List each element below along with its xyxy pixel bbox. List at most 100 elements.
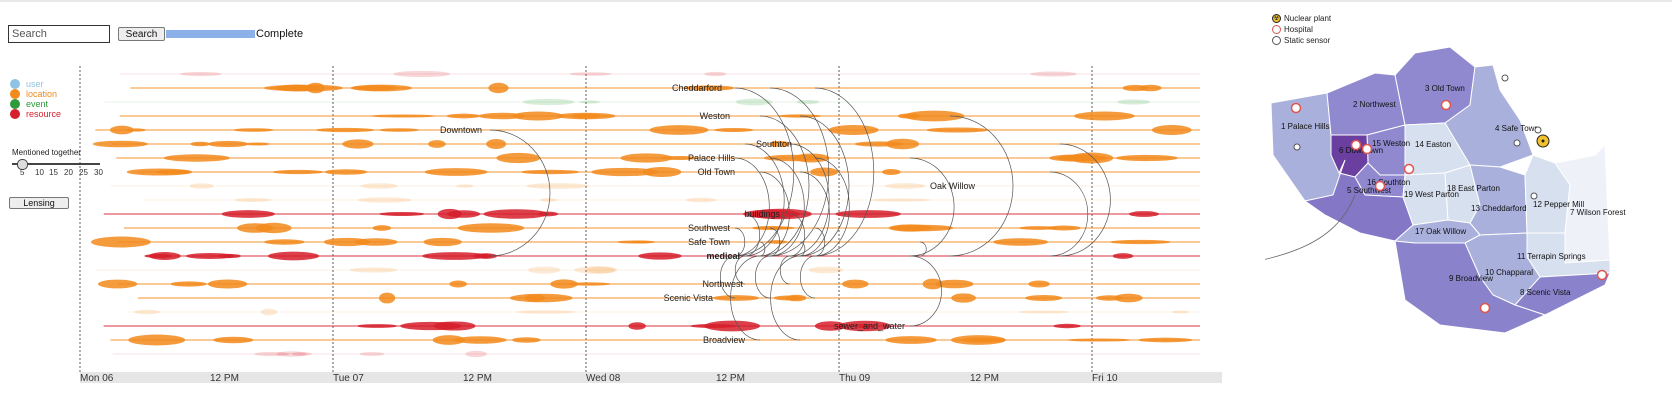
slider-tick: 30 — [94, 168, 103, 177]
timeline-lane[interactable] — [144, 197, 1200, 203]
co-mention-arc — [759, 115, 810, 257]
map-region-safe-town[interactable] — [1444, 64, 1534, 168]
hospital-icon[interactable] — [1440, 99, 1452, 111]
hospital-icon[interactable] — [1374, 180, 1386, 192]
lane-burst — [254, 351, 290, 357]
timeline-lane[interactable] — [91, 236, 1200, 248]
timeline-lane[interactable] — [112, 350, 1200, 358]
timeline-lane[interactable] — [144, 251, 1200, 261]
lane-label[interactable]: sewer_and_water — [834, 321, 905, 331]
mentioned-together-slider-track[interactable] — [12, 163, 100, 165]
city-map[interactable]: 1 Palace Hills 2 Northwest 3 Old Town 4 … — [1265, 45, 1665, 355]
timeline-lane[interactable] — [92, 138, 1200, 150]
sensor-icon[interactable] — [1501, 74, 1509, 82]
lane-label[interactable]: Southwest — [688, 223, 731, 233]
timeline-lane[interactable] — [104, 98, 1200, 106]
timeline-lane[interactable] — [119, 70, 1200, 78]
search-input[interactable] — [8, 25, 110, 43]
sensor-icon[interactable] — [1534, 126, 1542, 134]
hospital-icon[interactable] — [1403, 163, 1415, 175]
mentioned-together-slider-handle[interactable] — [17, 159, 28, 170]
lane-label[interactable]: Oak Willow — [930, 181, 976, 191]
lane-burst — [628, 322, 646, 330]
lane-burst — [526, 183, 589, 189]
lane-label[interactable]: Scenic Vista — [664, 293, 713, 303]
lensing-button[interactable]: Lensing — [9, 197, 69, 209]
map-region-broadview[interactable] — [1394, 240, 1547, 334]
lane-label[interactable]: Cheddarford — [672, 83, 722, 93]
sensor-icon[interactable] — [1293, 143, 1301, 151]
lane-label[interactable]: buildings — [744, 209, 780, 219]
timeline-lane[interactable] — [116, 152, 1200, 164]
co-mention-arc — [814, 87, 875, 257]
lane-label[interactable]: medical — [706, 251, 740, 261]
co-mention-arc — [814, 227, 826, 257]
map-region-southwest[interactable] — [1303, 159, 1414, 242]
nuclear-icon[interactable] — [1536, 134, 1550, 148]
lane-label[interactable]: Downtown — [440, 125, 482, 135]
legend-item-user[interactable]: user — [10, 79, 61, 89]
hospital-icon — [1272, 25, 1281, 34]
lane-burst — [475, 253, 498, 259]
hospital-icon[interactable] — [1361, 143, 1373, 155]
legend-item-location[interactable]: location — [10, 89, 61, 99]
lane-burst — [769, 140, 790, 148]
timeline-lane[interactable] — [103, 320, 1200, 332]
timeline-lane[interactable] — [103, 208, 1200, 220]
slider-tick: 25 — [79, 168, 88, 177]
lane-burst — [1046, 225, 1081, 231]
map-legend-label: Nuclear plant — [1284, 14, 1332, 23]
timeline-lane[interactable] — [130, 82, 1200, 94]
map-region-cheddarford[interactable] — [1469, 164, 1528, 236]
lane-burst — [342, 139, 374, 149]
timeline-lane[interactable] — [97, 278, 1200, 290]
timeline-lane[interactable] — [96, 266, 1200, 274]
lane-label[interactable]: Old Town — [698, 167, 735, 177]
timeline-lane[interactable] — [126, 166, 1200, 178]
map-region-label: 5 Southwest — [1347, 186, 1392, 195]
axis-tick-label: 12 PM — [716, 373, 745, 384]
timeline-lane[interactable] — [110, 334, 1200, 346]
timeline-lane[interactable] — [110, 183, 1200, 189]
timeline-lane[interactable] — [119, 110, 1200, 122]
sensor-icon[interactable] — [1530, 192, 1538, 200]
legend-item-resource[interactable]: resource — [10, 109, 61, 119]
timeline-lane[interactable] — [137, 292, 1200, 304]
lane-burst — [620, 153, 673, 163]
map-legend-label: Static sensor — [1284, 36, 1331, 45]
search-button[interactable]: Search — [118, 27, 165, 41]
map-region-label: 7 Wilson Forest — [1570, 208, 1626, 217]
hospital-icon[interactable] — [1350, 139, 1362, 151]
hospital-icon[interactable] — [1479, 302, 1491, 314]
lane-label[interactable]: Safe Town — [688, 237, 730, 247]
lane-burst — [922, 278, 943, 290]
co-mention-arc — [799, 241, 806, 257]
lane-label[interactable]: Northwest — [702, 279, 743, 289]
timeline-view[interactable]: Mon 06 12 PM Tue 07 12 PM Wed 08 12 PM Thu 09 1… — [0, 0, 1300, 403]
timeline-lane[interactable] — [124, 222, 1200, 234]
lane-burst — [550, 279, 578, 289]
map-legend-item: Static sensor — [1272, 35, 1331, 46]
timeline-lane[interactable] — [95, 125, 1200, 135]
hospital-icon[interactable] — [1290, 102, 1302, 114]
legend-item-event[interactable]: event — [10, 99, 61, 109]
co-mention-arc — [799, 115, 850, 257]
co-mention-arc — [909, 255, 942, 327]
lane-burst — [356, 324, 398, 328]
lane-label[interactable]: Weston — [700, 111, 730, 121]
lane-burst — [449, 280, 467, 288]
map-legend-item: ☢ Nuclear plant — [1272, 13, 1331, 24]
lane-burst — [232, 128, 275, 132]
co-mention-arc — [799, 255, 816, 299]
hospital-icon[interactable] — [1596, 269, 1608, 281]
lane-label[interactable]: Palace Hills — [688, 153, 736, 163]
axis-tick-label: 12 PM — [970, 373, 999, 384]
sensor-icon[interactable] — [1513, 139, 1521, 147]
lane-label[interactable]: Southton — [756, 139, 792, 149]
lane-label[interactable]: Broadview — [703, 335, 746, 345]
sensor-icon — [1272, 36, 1281, 45]
lane-burst — [125, 128, 147, 132]
lane-burst — [1028, 280, 1050, 288]
timeline-lane[interactable] — [128, 308, 1200, 316]
lane-burst — [465, 350, 487, 358]
